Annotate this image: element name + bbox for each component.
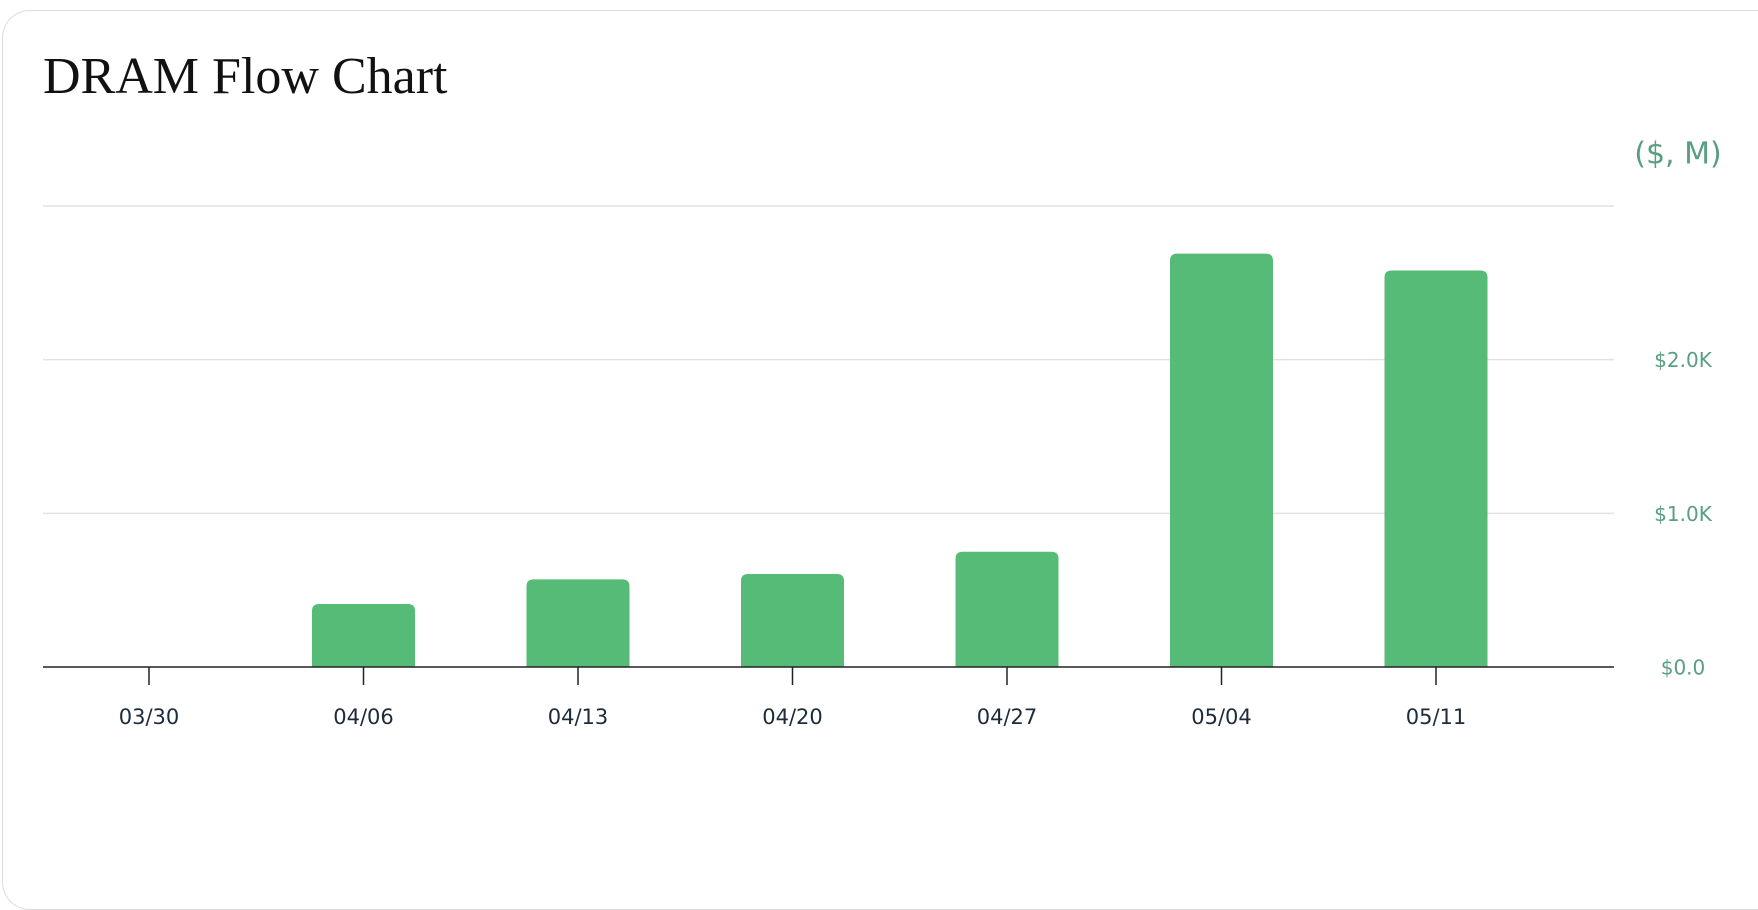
bar bbox=[1170, 253, 1273, 668]
chart: DRAM Flow Chart ($, M) $0.0 $1.0K $2.0K 03/… bbox=[43, 48, 1722, 729]
x-tick-label: 05/04 bbox=[1191, 705, 1252, 729]
x-tick-label: 04/27 bbox=[977, 705, 1038, 729]
y-tick-label: $2.0K bbox=[1654, 348, 1713, 372]
x-tick-label: 04/06 bbox=[333, 705, 394, 729]
y-tick-label: $0.0 bbox=[1661, 656, 1706, 680]
bar bbox=[741, 574, 844, 667]
bar bbox=[312, 603, 415, 667]
y-tick-label: $1.0K bbox=[1654, 502, 1713, 526]
bar bbox=[1384, 270, 1488, 667]
x-tick-label: 04/20 bbox=[762, 705, 823, 729]
bar bbox=[526, 579, 630, 667]
bar bbox=[955, 551, 1059, 667]
page: {"chart_data": {"type": "bar", "title": … bbox=[2, 10, 1758, 910]
x-tick-label: 03/30 bbox=[119, 705, 180, 729]
y-axis-label: ($, M) bbox=[1634, 137, 1721, 172]
x-tick-label: 05/11 bbox=[1406, 705, 1467, 729]
x-tick-label: 04/13 bbox=[548, 705, 609, 729]
chart-title: DRAM Flow Chart bbox=[43, 48, 448, 105]
